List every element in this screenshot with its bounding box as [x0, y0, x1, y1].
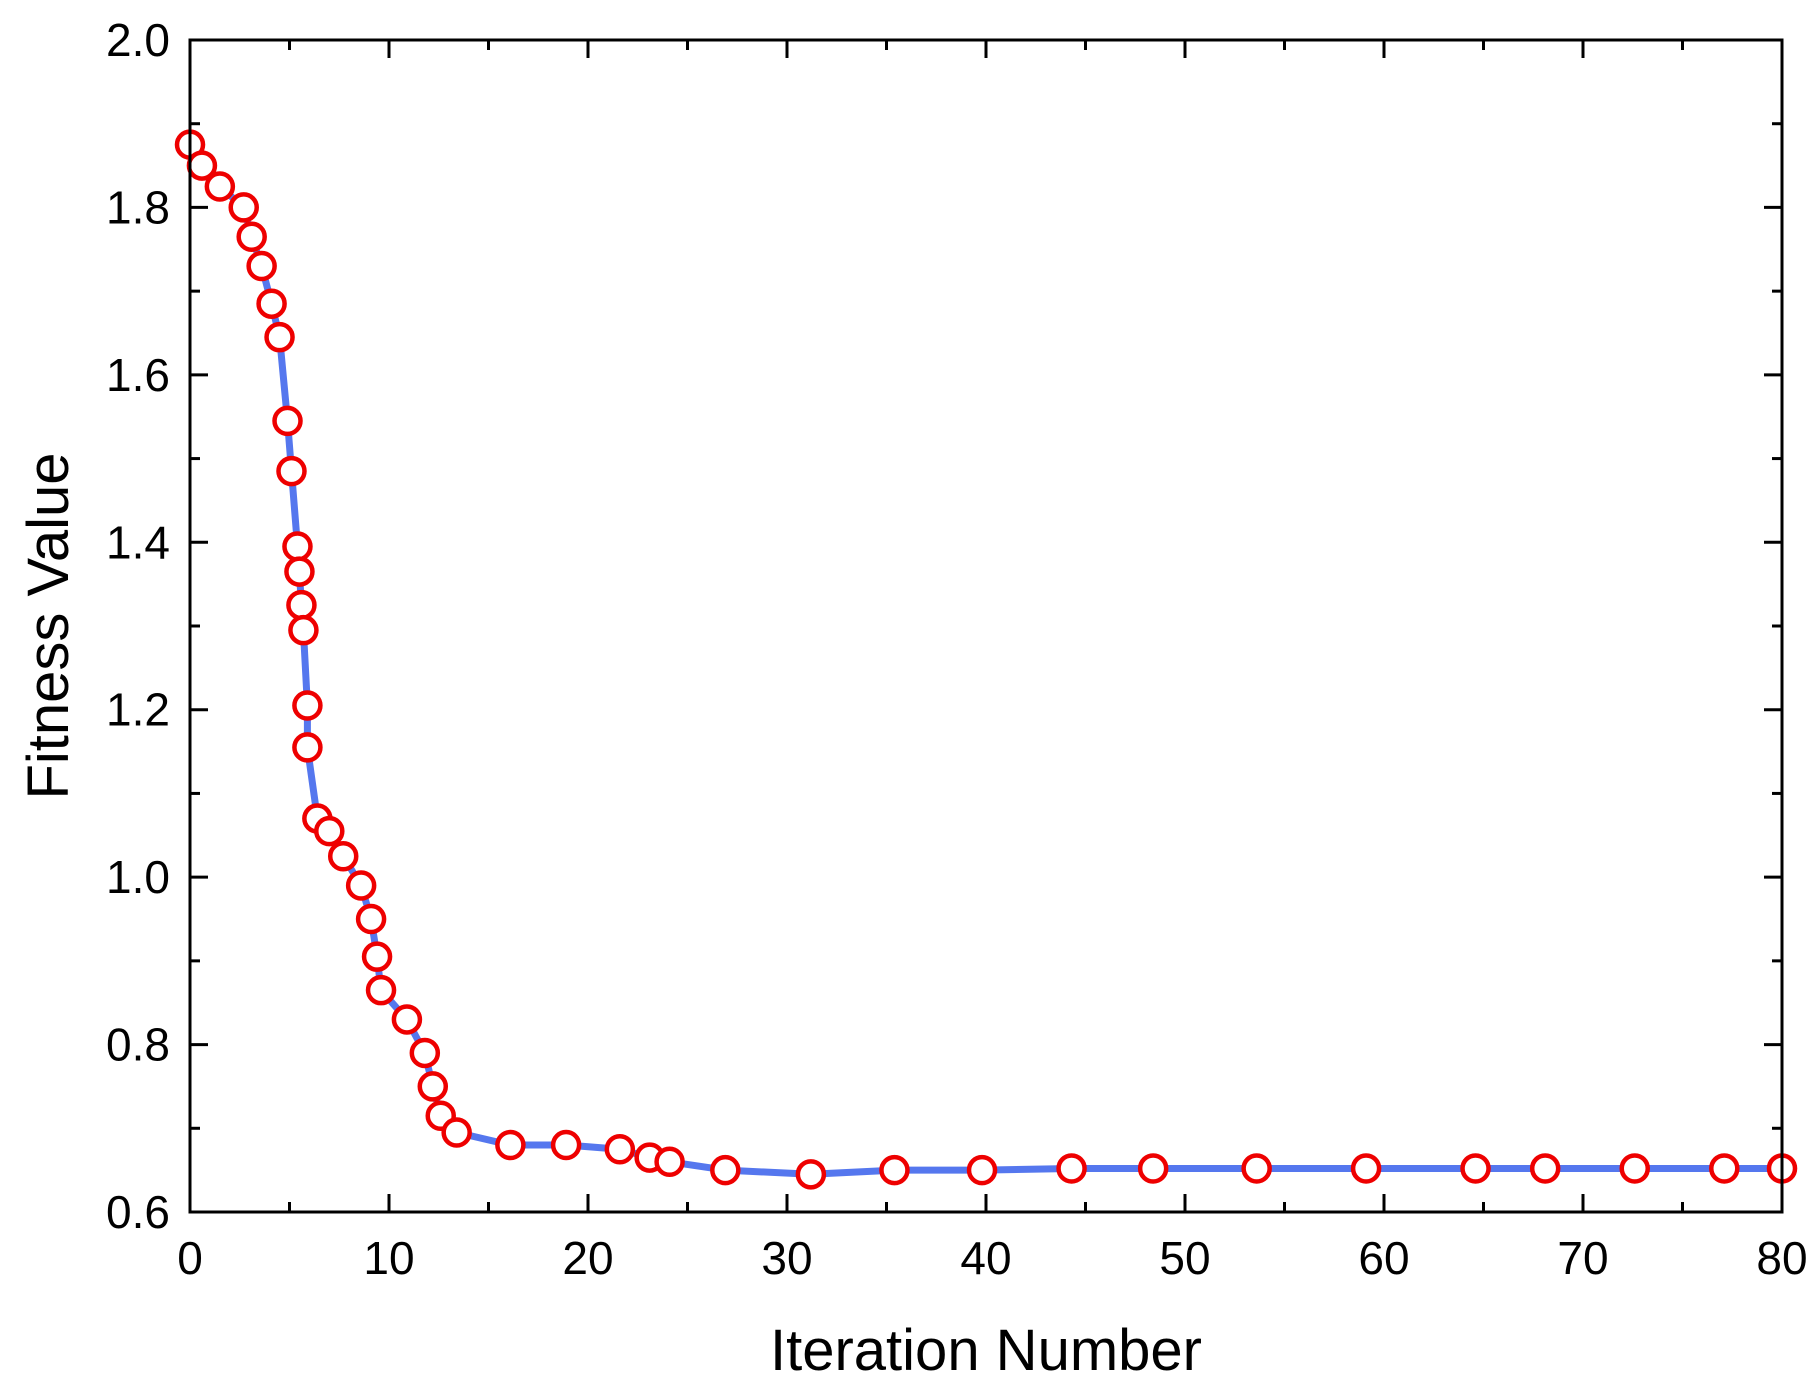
data-point	[276, 455, 307, 487]
data-point	[1619, 1153, 1650, 1184]
data-point	[256, 288, 287, 319]
plot-frame	[188, 38, 1784, 1214]
y-tick-label: 1.4	[106, 516, 170, 568]
series-line	[186, 141, 1786, 1178]
data-point	[1137, 1153, 1169, 1184]
y-tick-label: 2.0	[106, 14, 170, 66]
marker-layer	[174, 129, 1798, 1190]
x-axis-title: Iteration Number	[770, 1318, 1202, 1383]
data-point	[264, 321, 295, 353]
data-point	[1350, 1153, 1382, 1184]
data-point	[286, 589, 317, 621]
x-tick-label: 70	[1557, 1232, 1608, 1284]
y-axis-title: Fitness Value	[16, 452, 81, 799]
data-point	[879, 1154, 910, 1186]
data-point	[272, 405, 303, 437]
data-point	[391, 1004, 423, 1035]
data-point	[204, 171, 236, 202]
x-tick-label: 40	[960, 1232, 1011, 1284]
data-point	[1460, 1153, 1491, 1184]
curve-layer	[186, 141, 1786, 1178]
y-tick-label: 1.6	[106, 349, 170, 401]
data-point	[236, 221, 267, 252]
data-point	[604, 1133, 636, 1165]
data-point	[1241, 1153, 1272, 1184]
x-tick-label: 30	[761, 1232, 812, 1284]
data-point	[292, 690, 323, 721]
x-tick-label: 80	[1756, 1232, 1807, 1284]
data-point	[284, 556, 315, 587]
x-tick-label: 0	[177, 1232, 203, 1284]
data-point	[345, 870, 377, 901]
data-point	[795, 1159, 827, 1190]
tick-layer: 0 10 20 30 40 50 60 70 80 0.6 0.8 1.0 1.2 1.4 1.6 1.8 2.…	[106, 14, 1808, 1284]
y-tick-label: 0.8	[106, 1019, 170, 1071]
data-point	[246, 250, 277, 282]
data-point	[441, 1117, 472, 1148]
x-tick-label: 10	[363, 1232, 414, 1284]
x-tick-label: 60	[1358, 1232, 1409, 1284]
data-point	[966, 1154, 998, 1186]
data-point	[654, 1146, 685, 1178]
y-tick-label: 0.6	[106, 1186, 170, 1238]
y-tick-label: 1.8	[106, 181, 170, 233]
x-tick-label: 50	[1159, 1232, 1210, 1284]
data-point	[292, 732, 323, 763]
data-point	[327, 840, 359, 872]
x-tick-label: 20	[562, 1232, 613, 1284]
data-point	[365, 974, 397, 1006]
y-tick-label: 1.2	[106, 684, 170, 736]
data-point	[1529, 1153, 1561, 1184]
data-point	[550, 1129, 582, 1161]
data-point	[355, 903, 387, 935]
data-point	[314, 815, 345, 847]
data-point	[282, 531, 313, 562]
data-point	[710, 1154, 741, 1186]
data-point	[288, 614, 319, 646]
data-point	[228, 192, 259, 223]
data-point	[1056, 1153, 1087, 1184]
data-point	[361, 941, 393, 972]
y-tick-label: 1.0	[106, 851, 170, 903]
data-point	[1709, 1153, 1740, 1184]
data-point	[417, 1071, 449, 1102]
data-point	[409, 1037, 441, 1069]
data-point	[495, 1129, 526, 1161]
